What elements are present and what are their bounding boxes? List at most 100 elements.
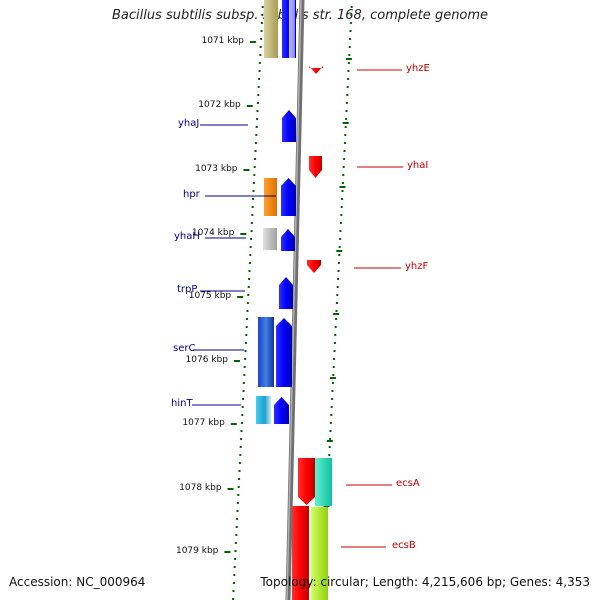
gene-label-yhzE[interactable]: yhzE [406, 63, 430, 74]
minor-tick [240, 438, 243, 440]
gene-label-trpP[interactable]: trpP [177, 284, 198, 295]
gene-label-yhzF[interactable]: yhzF [405, 261, 429, 272]
kbp-tick-label: 1075 kbp [188, 291, 232, 301]
gene-label-ecsA[interactable]: ecsA [396, 478, 420, 489]
minor-tick [237, 486, 240, 488]
minor-tick [343, 158, 346, 160]
minor-tick [246, 318, 249, 320]
minor-tick [251, 206, 254, 208]
minor-tick [244, 350, 247, 352]
minor-tick [247, 294, 250, 296]
major-tick [339, 186, 346, 188]
minor-tick [252, 182, 255, 184]
major-tick [237, 296, 244, 298]
gene-arrow-forward-shade [289, 0, 295, 58]
kbp-tick-label: 1074 kbp [191, 228, 235, 238]
minor-tick [338, 246, 341, 248]
gene-label-hinT[interactable]: hinT [171, 398, 193, 409]
minor-tick [331, 390, 334, 392]
minor-tick [250, 230, 253, 232]
minor-tick [232, 590, 235, 592]
minor-tick [240, 422, 243, 424]
minor-tick [248, 270, 251, 272]
minor-tick [349, 38, 352, 40]
gene-label-serC[interactable]: serC [173, 343, 196, 354]
minor-tick [233, 566, 236, 568]
major-tick [249, 41, 256, 43]
gene-label-yhaI[interactable]: yhaI [407, 160, 429, 171]
minor-tick [255, 126, 258, 128]
gene-arrow-serC [276, 318, 292, 387]
minor-tick [254, 158, 257, 160]
minor-tick [242, 398, 245, 400]
minor-tick [329, 422, 332, 424]
minor-tick [258, 70, 261, 72]
minor-tick [347, 70, 350, 72]
minor-tick [232, 598, 235, 600]
gene-arrow-trpP [279, 277, 293, 309]
kbp-tick-label: 1076 kbp [185, 355, 228, 365]
minor-tick [258, 62, 261, 64]
minor-tick [346, 94, 349, 96]
minor-tick [253, 166, 256, 168]
major-tick [336, 250, 343, 252]
minor-tick [257, 86, 260, 88]
major-tick [329, 377, 336, 379]
minor-tick [236, 502, 239, 504]
gene-block-hinT [256, 396, 271, 424]
minor-tick [237, 494, 240, 496]
minor-tick [333, 358, 336, 360]
minor-tick [338, 254, 341, 256]
minor-tick [347, 78, 350, 80]
minor-tick [348, 54, 351, 56]
minor-tick [255, 134, 258, 136]
gene-label-yhaJ[interactable]: yhaJ [178, 118, 200, 129]
minor-tick [256, 118, 259, 120]
minor-tick [252, 198, 255, 200]
minor-tick [329, 438, 332, 440]
minor-tick [341, 198, 344, 200]
minor-tick [347, 62, 350, 64]
minor-tick [232, 582, 235, 584]
minor-tick [340, 214, 343, 216]
minor-tick [334, 334, 337, 336]
minor-tick [252, 190, 255, 192]
minor-tick [254, 142, 257, 144]
minor-tick [245, 334, 248, 336]
minor-tick [238, 462, 241, 464]
gene-label-hpr[interactable]: hpr [183, 189, 200, 200]
minor-tick [336, 294, 339, 296]
gene-arrow-yhaI [309, 156, 322, 178]
minor-tick [330, 406, 333, 408]
major-tick [233, 360, 240, 362]
minor-tick [345, 118, 348, 120]
gene-label-yhaH[interactable]: yhaH [174, 231, 200, 242]
minor-tick [328, 454, 331, 456]
minor-tick [335, 310, 338, 312]
minor-tick [335, 302, 338, 304]
minor-tick [233, 574, 236, 576]
minor-tick [244, 358, 247, 360]
minor-tick [249, 254, 252, 256]
gene-arrow-yhzE [309, 66, 323, 74]
minor-tick [340, 206, 343, 208]
minor-tick [334, 326, 337, 328]
minor-tick [243, 366, 246, 368]
gene-arrow-hpr [281, 178, 296, 216]
minor-tick [341, 190, 344, 192]
minor-tick [248, 278, 251, 280]
minor-tick [235, 526, 238, 528]
gene-arrow-yhaH [281, 229, 295, 251]
minor-tick [343, 142, 346, 144]
gene-label-ecsB[interactable]: ecsB [392, 540, 416, 551]
minor-tick [345, 102, 348, 104]
minor-tick [236, 510, 239, 512]
kbp-tick-label: 1072 kbp [198, 100, 241, 110]
minor-tick [337, 270, 340, 272]
minor-tick [238, 478, 241, 480]
minor-tick [343, 150, 346, 152]
minor-tick [333, 342, 336, 344]
gene-block-olive [264, 0, 278, 58]
major-tick [246, 105, 253, 107]
